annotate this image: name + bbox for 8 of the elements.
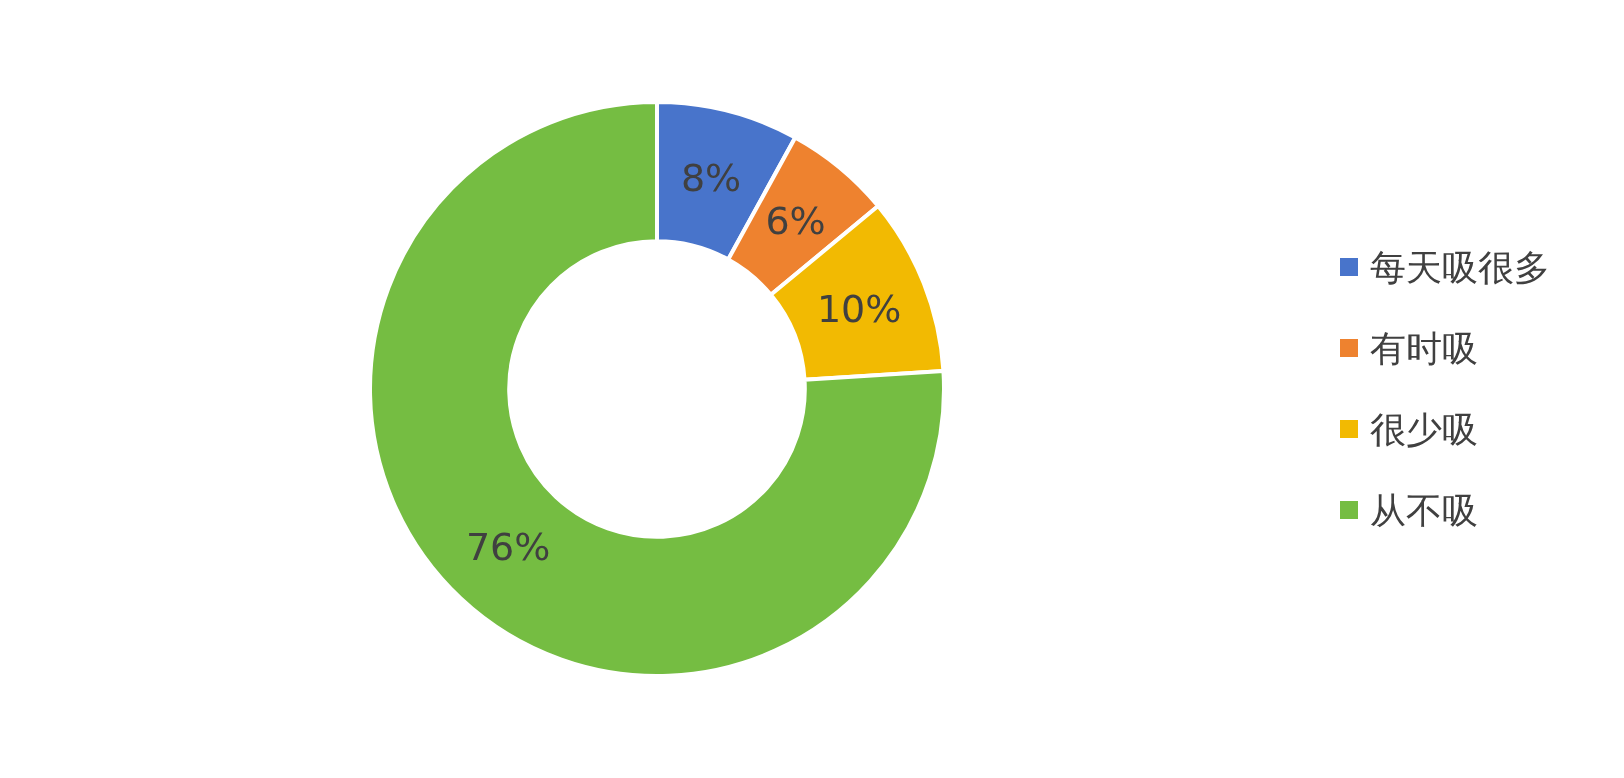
data-label: 10% (816, 286, 902, 331)
legend-label: 有时吸 (1370, 327, 1478, 369)
data-label: 8% (680, 156, 742, 201)
legend-label: 很少吸 (1370, 408, 1478, 450)
legend-label: 每天吸很多 (1370, 246, 1550, 288)
legend-label: 从不吸 (1370, 489, 1478, 531)
data-label: 76% (465, 525, 551, 570)
data-label: 6% (765, 199, 826, 244)
